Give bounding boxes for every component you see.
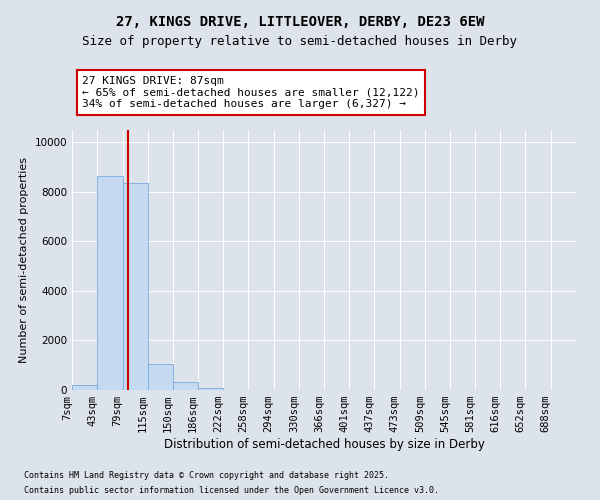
Bar: [198, 388, 223, 390]
Bar: [148, 364, 173, 390]
X-axis label: Distribution of semi-detached houses by size in Derby: Distribution of semi-detached houses by …: [164, 438, 484, 451]
Text: 27, KINGS DRIVE, LITTLEOVER, DERBY, DE23 6EW: 27, KINGS DRIVE, LITTLEOVER, DERBY, DE23…: [116, 15, 484, 29]
Text: Contains HM Land Registry data © Crown copyright and database right 2025.: Contains HM Land Registry data © Crown c…: [24, 471, 389, 480]
Bar: [72, 385, 97, 390]
Y-axis label: Number of semi-detached properties: Number of semi-detached properties: [19, 157, 29, 363]
Text: 27 KINGS DRIVE: 87sqm
← 65% of semi-detached houses are smaller (12,122)
34% of : 27 KINGS DRIVE: 87sqm ← 65% of semi-deta…: [82, 76, 419, 109]
Text: Size of property relative to semi-detached houses in Derby: Size of property relative to semi-detach…: [83, 35, 517, 48]
Bar: [173, 382, 198, 390]
Bar: [97, 176, 122, 390]
Bar: [122, 183, 148, 390]
Text: Contains public sector information licensed under the Open Government Licence v3: Contains public sector information licen…: [24, 486, 439, 495]
